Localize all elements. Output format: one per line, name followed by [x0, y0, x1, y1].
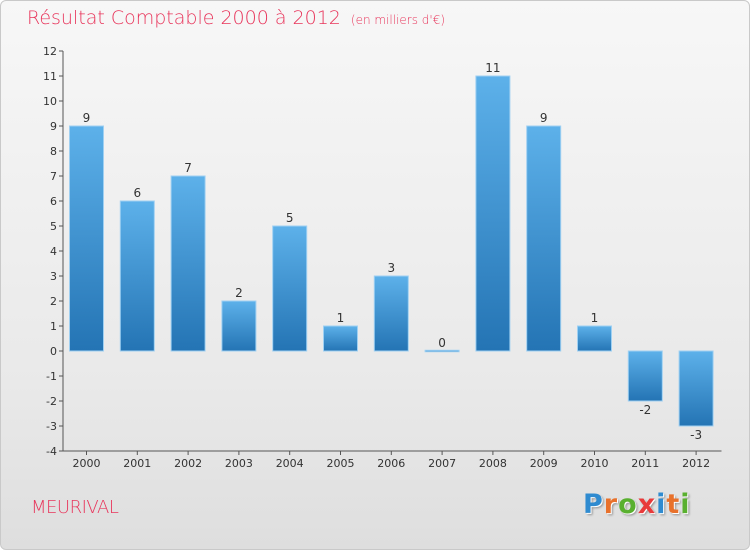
x-tick-label: 2002: [174, 457, 202, 470]
x-tick-label: 2005: [327, 457, 355, 470]
logo-letter: P: [583, 489, 604, 520]
y-tick-label: 6: [50, 195, 57, 208]
logo-letter: i: [656, 489, 667, 520]
data-label: -2: [639, 403, 651, 417]
bar: [272, 225, 308, 352]
y-tick-label: 8: [50, 145, 57, 158]
data-label: 1: [591, 311, 599, 325]
commune-name: MEURIVAL: [31, 497, 119, 518]
data-label: 6: [133, 186, 141, 200]
y-tick-label: 10: [43, 95, 57, 108]
y-tick-label: 2: [50, 295, 57, 308]
bar: [170, 175, 206, 352]
data-label: -3: [690, 428, 702, 442]
bar: [69, 125, 104, 352]
bar: [577, 325, 612, 352]
data-labels: 9 6 7 2 5 1 3 0 11 9 1 -2 -3: [83, 61, 702, 442]
logo-letter: o: [618, 489, 638, 520]
y-tick-label: -1: [46, 370, 57, 383]
x-tick-label: 2000: [73, 457, 101, 470]
chart-subtitle: (en milliers d'€): [350, 13, 446, 27]
logo-letter: t: [666, 489, 681, 520]
x-tick-label: 2011: [631, 457, 659, 470]
chart-title: Résultat Comptable 2000 à 2012 (en millie…: [27, 7, 445, 29]
bar: [627, 350, 663, 402]
x-tick-label: 2004: [276, 457, 304, 470]
y-tick-label: 0: [50, 345, 57, 358]
chart-title-text: Résultat Comptable 2000 à 2012: [27, 7, 341, 29]
bar: [475, 75, 511, 352]
bars: [69, 75, 714, 427]
y-tick-label: -4: [46, 445, 57, 458]
y-tick-label: 4: [50, 245, 57, 258]
y-tick-label: 7: [50, 170, 57, 183]
x-tick-label: 2008: [479, 457, 507, 470]
logo-letter: r: [603, 489, 619, 520]
bar: [526, 125, 562, 352]
logo-letter: i: [680, 489, 691, 520]
data-label: 1: [337, 311, 345, 325]
x-tick-label: 2009: [530, 457, 558, 470]
data-label: 7: [184, 161, 192, 175]
bar: [119, 200, 155, 352]
bar: [373, 275, 409, 352]
bar: [678, 350, 714, 427]
data-label: 9: [83, 111, 91, 125]
y-tick-label: 12: [43, 45, 57, 58]
y-tick-label: -2: [46, 395, 57, 408]
x-tick-label: 2001: [123, 457, 151, 470]
y-tick-label: 1: [50, 320, 57, 333]
x-tick-label: 2007: [428, 457, 456, 470]
y-tick-label: 5: [50, 220, 57, 233]
y-tick-label: 11: [43, 70, 57, 83]
bar: [424, 349, 460, 353]
data-label: 5: [286, 211, 294, 225]
data-label: 2: [235, 286, 243, 300]
x-tick-label: 2006: [377, 457, 405, 470]
logo-letter: x: [637, 489, 657, 520]
y-tick-label: 9: [50, 120, 57, 133]
data-label: 9: [540, 111, 548, 125]
bar: [323, 325, 358, 352]
proxiti-logo: Proxiti: [583, 489, 691, 520]
x-tick-label: 2012: [682, 457, 710, 470]
x-tick-label: 2003: [225, 457, 253, 470]
bar: [221, 300, 257, 352]
x-tick-label: 2010: [581, 457, 609, 470]
y-tick-label: -3: [46, 420, 57, 433]
data-label: 3: [387, 261, 395, 275]
data-label: 11: [485, 61, 500, 75]
y-tick-label: 3: [50, 270, 57, 283]
data-label: 0: [438, 336, 446, 350]
